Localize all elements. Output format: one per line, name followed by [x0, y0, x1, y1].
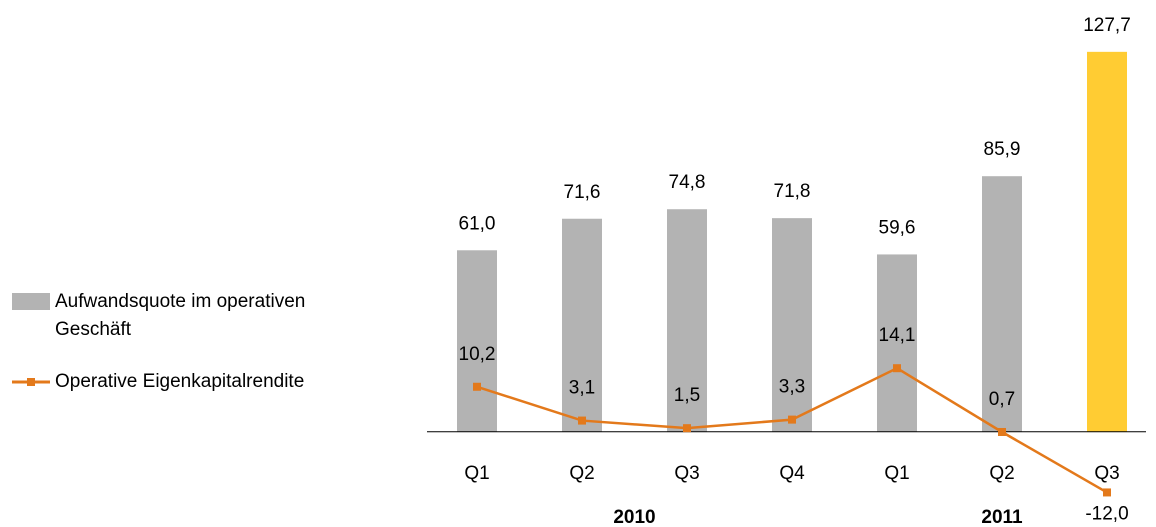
x-tick-label: Q1 [884, 463, 909, 484]
line-label: 3,1 [569, 378, 595, 399]
line-label: -12,0 [1085, 503, 1128, 524]
line-label: 14,1 [879, 325, 916, 346]
bar [667, 209, 707, 432]
legend-label: Operative Eigenkapitalrendite [55, 371, 305, 392]
line-marker [683, 424, 691, 433]
line-marker [578, 416, 586, 425]
bar [982, 176, 1022, 432]
line-marker [788, 415, 796, 424]
line-marker [893, 364, 901, 373]
x-tick-label: Q3 [674, 463, 699, 484]
x-group-label: 2010 [613, 507, 655, 527]
bar-label: 71,6 [564, 182, 601, 203]
bar-label: 71,8 [774, 181, 811, 202]
line-marker [473, 382, 481, 391]
bar [457, 250, 497, 432]
bar-label: 85,9 [984, 139, 1021, 160]
line-label: 3,3 [779, 377, 805, 398]
line-marker [998, 427, 1006, 436]
bar-label: 127,7 [1083, 15, 1131, 36]
bar [562, 218, 602, 432]
legend-label: Aufwandsquote im operativen Geschäft [55, 291, 306, 340]
x-group-label: 2011 [981, 507, 1023, 527]
legend-swatch-bars [12, 293, 50, 310]
line-label: 10,2 [459, 344, 496, 365]
bar [877, 254, 917, 432]
line-label: 1,5 [674, 385, 700, 406]
bar-label: 59,6 [879, 217, 916, 238]
x-tick-label: Q4 [779, 463, 805, 484]
bar-label: 74,8 [669, 172, 706, 193]
bar [772, 218, 812, 432]
bar [1087, 51, 1127, 432]
x-tick-label: Q2 [989, 463, 1014, 484]
x-tick-label: Q3 [1094, 463, 1119, 484]
x-tick-label: Q2 [569, 463, 594, 484]
line-marker [1103, 488, 1111, 497]
bar-label: 61,0 [459, 213, 496, 234]
legend-swatch-marker [27, 378, 35, 386]
line-label: 0,7 [989, 389, 1015, 410]
x-tick-label: Q1 [464, 463, 489, 484]
